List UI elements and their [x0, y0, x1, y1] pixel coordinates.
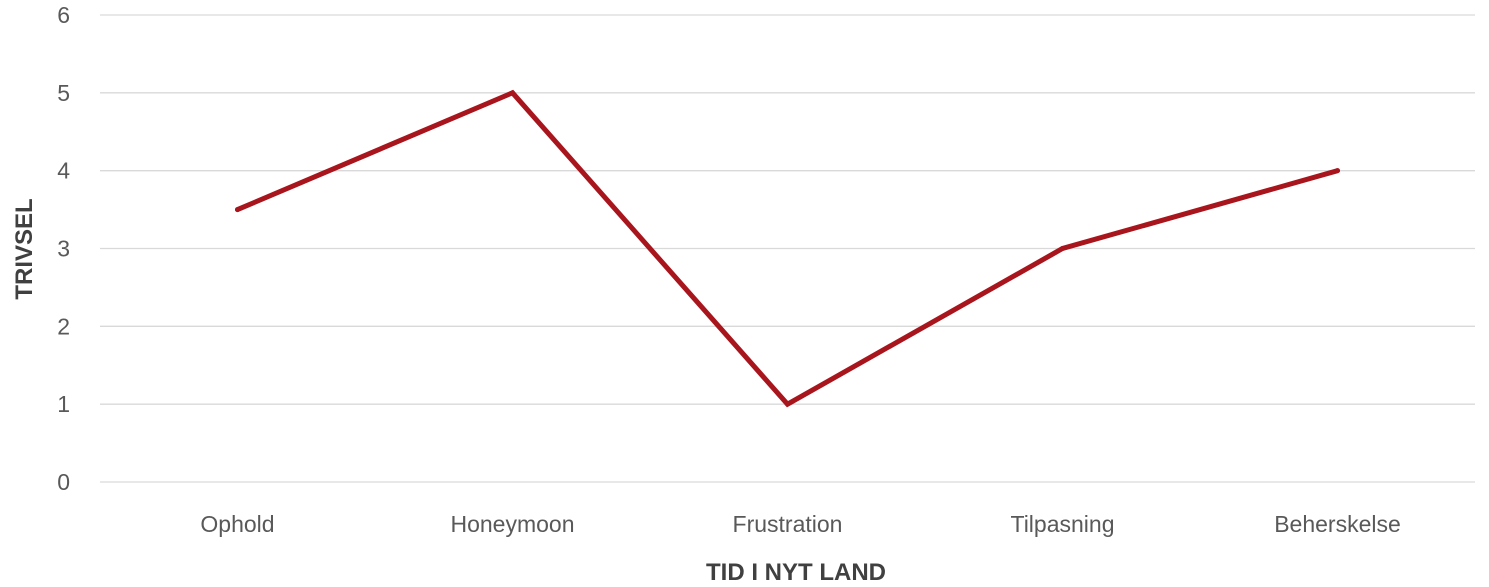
x-tick-label-tilpasning: Tilpasning — [1011, 511, 1115, 537]
gridlines — [100, 14, 1475, 483]
x-tick-label-ophold: Ophold — [200, 511, 274, 537]
y-tick-label: 5 — [57, 80, 70, 106]
x-tick-label-honeymoon: Honeymoon — [450, 511, 574, 537]
x-axis-title: TID I NYT LAND — [706, 559, 886, 586]
x-tick-label-beherskelse: Beherskelse — [1274, 511, 1401, 537]
data-point-beherskelse — [1335, 168, 1340, 174]
y-tick-label: 1 — [57, 391, 70, 417]
y-tick-label: 2 — [57, 313, 70, 339]
data-point-ophold — [235, 207, 240, 213]
data-point-frustration — [785, 401, 790, 407]
data-point-tilpasning — [1060, 246, 1065, 251]
y-tick-label: 4 — [57, 158, 70, 184]
y-axis-title: TRIVSEL — [11, 198, 38, 299]
y-tick-label: 3 — [57, 236, 70, 262]
x-tick-label-frustration: Frustration — [733, 511, 843, 537]
y-axis-ticks: 0 1 2 3 4 5 6 — [57, 2, 70, 495]
y-tick-label: 0 — [57, 469, 70, 495]
x-axis-ticks: Ophold Honeymoon Frustration Tilpasning Behe… — [200, 511, 1400, 537]
y-tick-label: 6 — [57, 2, 70, 28]
series — [235, 89, 1340, 408]
data-point-honeymoon — [510, 90, 515, 96]
